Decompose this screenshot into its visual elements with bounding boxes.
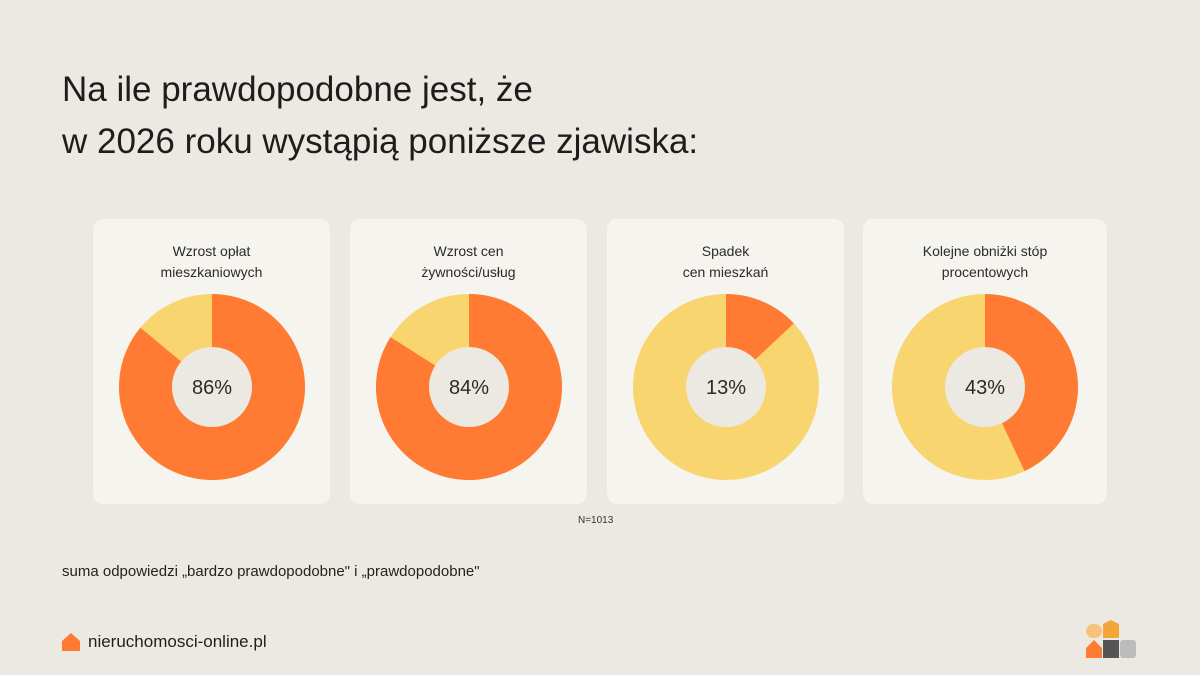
tomy-logo — [1086, 620, 1136, 658]
chart-label: Wzrost opłat mieszkaniowych — [160, 243, 263, 280]
donut-hole — [171, 347, 252, 427]
donut-hole — [428, 347, 509, 427]
site-name: nieruchomosci-online.pl — [88, 632, 267, 651]
slice-value — [985, 294, 1078, 472]
chart-label: Kolejne obniżki stóp procentowych — [922, 243, 1048, 280]
data-label: 43% — [965, 377, 1005, 399]
site-brand[interactable]: nieruchomosci-online.pl — [62, 632, 267, 652]
data-label: 86% — [191, 377, 231, 399]
title-line-2: w 2026 roku wystąpią poniższe zjawiska: — [62, 122, 699, 161]
donut-chart: 86% — [118, 294, 305, 480]
page-title: Na ile prawdopodobne jest, że w 2026 rok… — [62, 64, 698, 168]
donut-hole — [945, 347, 1025, 427]
chart-card: Spadek cen mieszkań 13% — [607, 219, 844, 504]
title-line-1: Na ile prawdopodobne jest, że — [62, 70, 533, 109]
chart-card: Kolejne obniżki stóp procentowych 43% — [863, 219, 1107, 504]
chart-label: Wzrost cen żywności/usług — [421, 243, 516, 280]
donut-hole — [685, 347, 766, 427]
chart-card: Wzrost opłat mieszkaniowych 86% — [93, 219, 330, 504]
chart-label: Spadek cen mieszkań — [682, 243, 769, 280]
donut-chart: 84% — [375, 294, 562, 480]
donut-chart: 43% — [892, 294, 1078, 480]
donut-chart: 13% — [632, 294, 819, 480]
sample-size: N=1013 — [578, 515, 614, 526]
house-icon — [62, 633, 80, 651]
chart-card: Wzrost cen żywności/usług 84% — [350, 219, 587, 504]
footnote: suma odpowiedzi „bardzo prawdopodobne" i… — [62, 563, 480, 580]
data-label: 13% — [705, 377, 745, 399]
data-label: 84% — [448, 377, 488, 399]
